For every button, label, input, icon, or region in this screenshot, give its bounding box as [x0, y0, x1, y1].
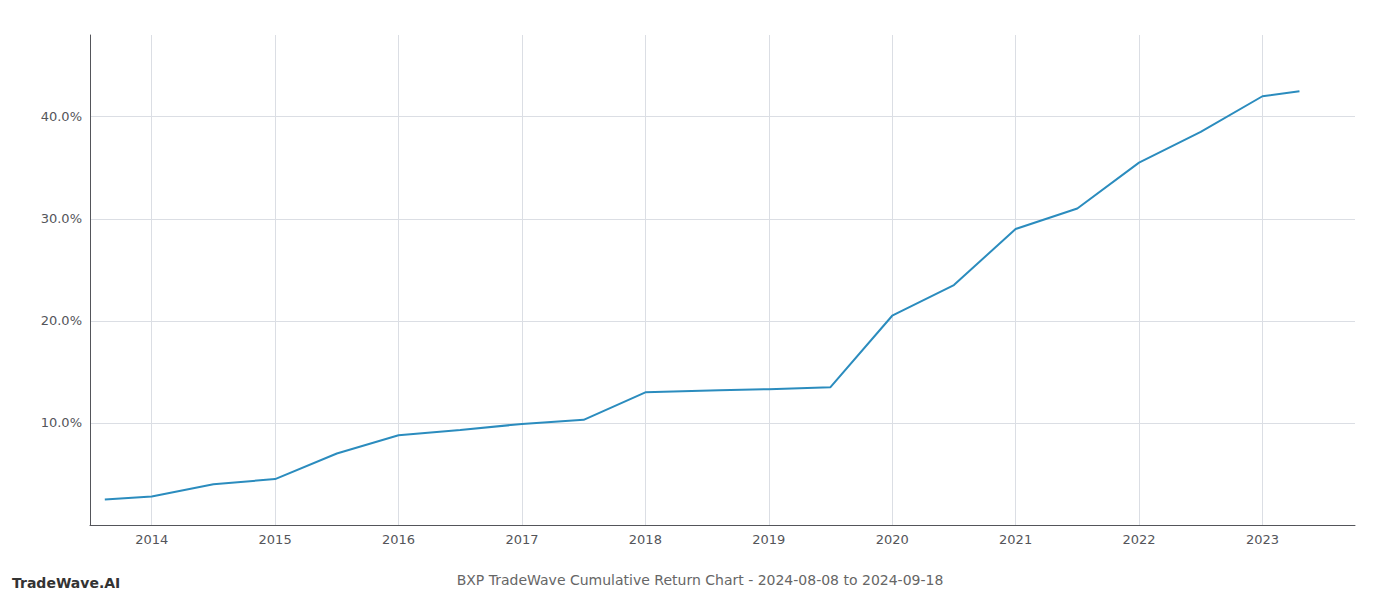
svg-text:2018: 2018 — [629, 532, 662, 547]
svg-text:2015: 2015 — [259, 532, 292, 547]
svg-text:40.0%: 40.0% — [41, 109, 82, 124]
svg-text:2021: 2021 — [999, 532, 1032, 547]
svg-text:BXP TradeWave Cumulative Retur: BXP TradeWave Cumulative Return Chart - … — [457, 572, 944, 588]
svg-text:30.0%: 30.0% — [41, 211, 82, 226]
svg-text:2022: 2022 — [1122, 532, 1155, 547]
svg-text:2017: 2017 — [505, 532, 538, 547]
svg-text:20.0%: 20.0% — [41, 313, 82, 328]
svg-text:10.0%: 10.0% — [41, 415, 82, 430]
svg-text:2023: 2023 — [1246, 532, 1279, 547]
svg-text:2014: 2014 — [135, 532, 168, 547]
svg-text:2019: 2019 — [752, 532, 785, 547]
svg-text:2016: 2016 — [382, 532, 415, 547]
svg-text:TradeWave.AI: TradeWave.AI — [12, 575, 120, 591]
svg-text:2020: 2020 — [876, 532, 909, 547]
